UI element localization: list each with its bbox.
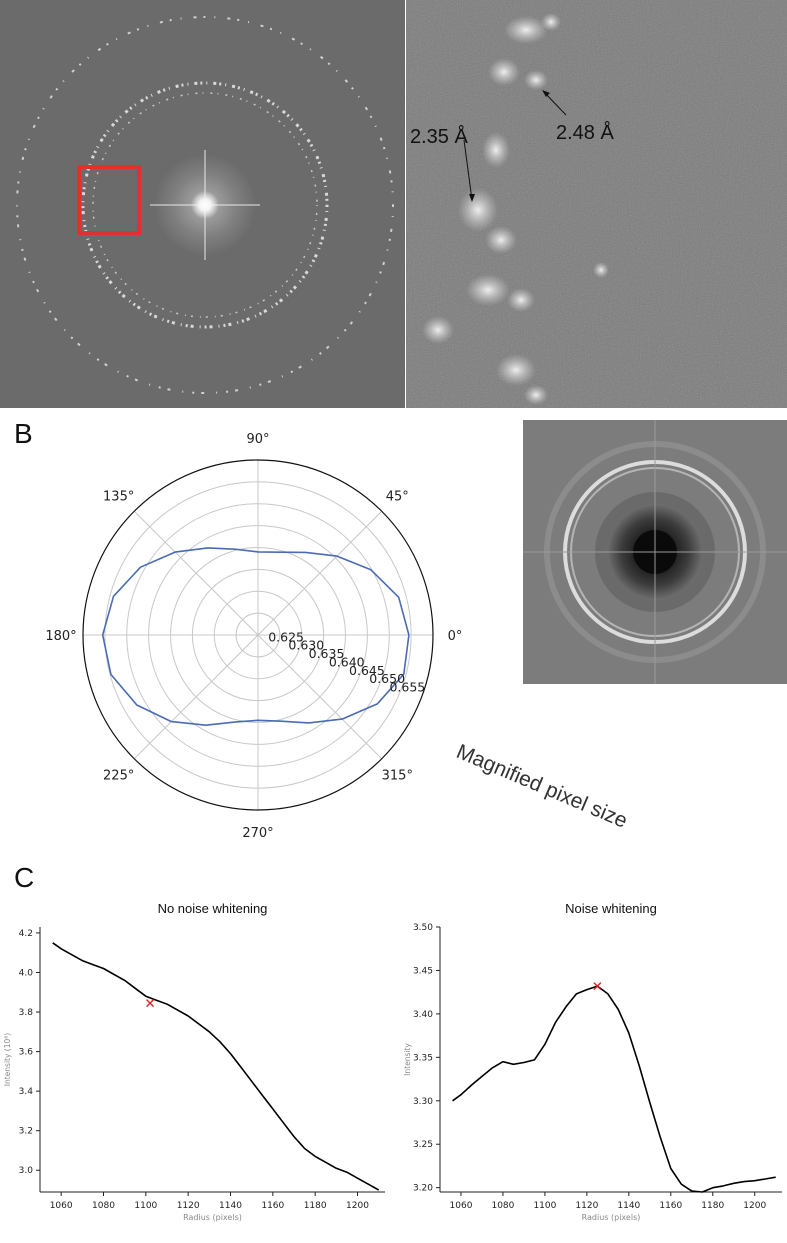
annotation-2-48: 2.48 Å — [556, 121, 614, 144]
polar-angle-label: 45° — [386, 490, 409, 505]
peak-marker — [593, 982, 602, 991]
polar-radial-label: 0.625 — [268, 629, 304, 644]
polar-series-line — [101, 547, 410, 726]
series-line — [52, 942, 380, 1191]
polar-radial-label: 0.650 — [369, 671, 405, 686]
x-tick-label: 1100 — [533, 1201, 556, 1211]
x-axis-label: Radius (pixels) — [582, 1213, 641, 1222]
x-tick-label: 1080 — [92, 1201, 115, 1211]
x-tick-label: 1060 — [450, 1201, 473, 1211]
polar-angle-label: 315° — [382, 768, 413, 783]
polar-angle-label: 180° — [45, 629, 76, 644]
polar-grid-spoke — [133, 634, 259, 760]
x-tick-label: 1180 — [304, 1201, 327, 1211]
y-tick-label: 3.45 — [413, 966, 433, 976]
y-tick-label: 3.4 — [19, 1087, 34, 1097]
polar-grid-spoke — [257, 510, 383, 636]
x-tick-label: 1200 — [743, 1201, 766, 1211]
power-spectrum-image — [523, 420, 787, 684]
y-tick-label: 4.2 — [19, 929, 33, 939]
x-tick-label: 1120 — [177, 1201, 200, 1211]
y-axis-label: Intensity — [403, 1043, 412, 1076]
annotation-2-35: 2.35 Å — [410, 125, 468, 148]
y-tick-label: 3.25 — [413, 1140, 433, 1150]
chart-title: Noise whitening — [565, 901, 657, 916]
series-line — [452, 985, 776, 1193]
polar-grid-spoke — [133, 510, 259, 636]
polar-angle-label: 270° — [242, 826, 273, 841]
line-chart-no-whitening: No noise whitening 1060 1080 1100 1120 1140 11… — [3, 901, 385, 1222]
peak-marker — [146, 999, 155, 1008]
y-tick-label: 3.30 — [413, 1097, 433, 1107]
polar-grid-spoke — [257, 634, 383, 760]
y-tick-label: 3.50 — [413, 923, 433, 933]
diffraction-ring-outer — [16, 16, 394, 394]
diffraction-image-zoom: 2.35 Å 2.48 Å — [406, 0, 787, 408]
arrow-248 — [543, 91, 567, 116]
panel-letter-c: C — [14, 862, 35, 893]
polar-angle-label: 0° — [448, 629, 463, 644]
polar-radial-label: 0.655 — [389, 680, 425, 695]
x-tick-label: 1160 — [261, 1201, 284, 1211]
x-tick-label: 1140 — [617, 1201, 640, 1211]
polar-frame — [82, 459, 434, 811]
diffraction-image-full — [0, 0, 405, 408]
x-tick-label: 1140 — [219, 1201, 242, 1211]
arrow-235 — [463, 139, 473, 201]
y-tick-label: 3.6 — [19, 1048, 34, 1058]
direct-beam — [191, 191, 219, 219]
arrowhead-235 — [469, 194, 475, 202]
x-tick-label: 1100 — [134, 1201, 157, 1211]
y-tick-label: 3.2 — [19, 1127, 33, 1137]
ring-speckle-band — [422, 13, 609, 405]
line-chart-noise-whitening: Noise whitening 1060 1080 1100 1120 1140 1160 1… — [403, 901, 782, 1222]
diffraction-ring-inner — [81, 81, 329, 329]
polar-chart: 0°45°90°135°180°225°270°315°0.6250.6300.… — [45, 432, 463, 841]
y-tick-label: 3.8 — [19, 1008, 34, 1018]
x-tick-label: 1080 — [491, 1201, 514, 1211]
x-tick-label: 1120 — [575, 1201, 598, 1211]
x-tick-label: 1180 — [701, 1201, 724, 1211]
polar-radial-label: 0.635 — [309, 646, 345, 661]
y-tick-label: 3.20 — [413, 1184, 433, 1194]
y-axis-label: Intensity (10⁶) — [3, 1033, 12, 1087]
x-tick-label: 1160 — [659, 1201, 682, 1211]
y-tick-label: 3.40 — [413, 1010, 433, 1020]
zoom-region-box — [77, 165, 141, 235]
y-tick-label: 4.0 — [19, 968, 34, 978]
polar-radial-label: 0.630 — [288, 638, 324, 653]
panel-letter-b: B — [14, 418, 33, 449]
diffraction-ring-inner-2 — [92, 92, 318, 318]
y-tick-label: 3.35 — [413, 1053, 433, 1063]
arrowhead-248 — [542, 90, 550, 97]
chart-title: No noise whitening — [158, 901, 268, 916]
polar-radial-label: 0.640 — [329, 654, 365, 669]
polar-radial-label: 0.645 — [349, 663, 385, 678]
x-axis-label: Radius (pixels) — [183, 1213, 242, 1222]
y-tick-label: 3.0 — [19, 1166, 34, 1176]
polar-angle-label: 135° — [103, 490, 134, 505]
polar-angle-label: 90° — [246, 432, 269, 447]
x-tick-label: 1200 — [346, 1201, 369, 1211]
polar-angle-label: 225° — [103, 768, 134, 783]
x-tick-label: 1060 — [50, 1201, 73, 1211]
